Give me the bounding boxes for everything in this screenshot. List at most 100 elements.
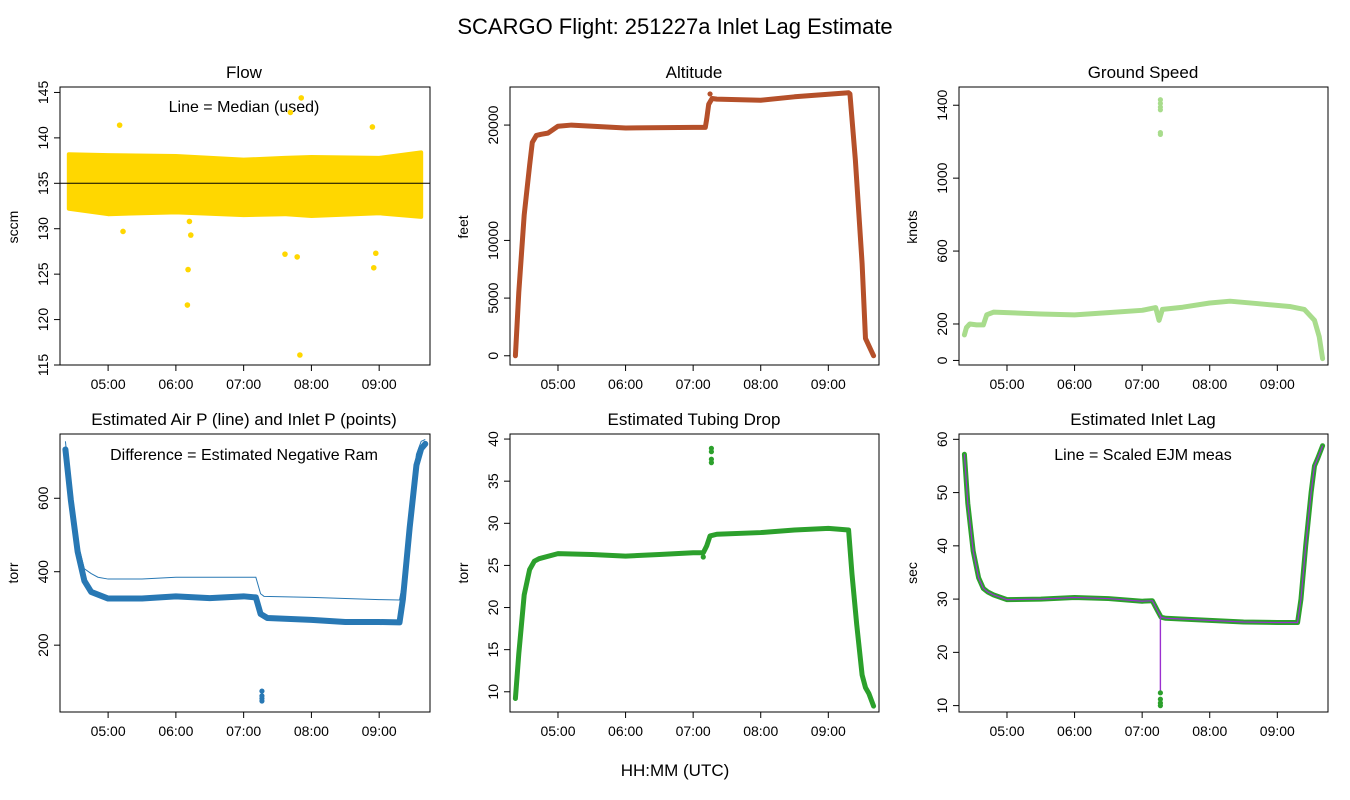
x-tick-label: 08:00	[743, 376, 778, 392]
plot-frame	[59, 433, 431, 713]
inlet-pressure-points	[62, 440, 429, 626]
x-tick-label: 08:00	[294, 376, 329, 392]
plot-frame	[509, 433, 880, 713]
x-tick-label: 07:00	[226, 723, 261, 739]
data-point	[1157, 696, 1163, 702]
y-tick-label: 5000	[485, 282, 501, 313]
outlier-point	[294, 254, 300, 260]
data-point	[1157, 703, 1163, 709]
plot-area: 05:00 06:00 07:00 08:00 09:00 10 15 20 25 30 35 40	[485, 431, 880, 739]
panel-tubing: Estimated Tubing Drop torr 05:00 06:00 07:…	[455, 410, 880, 739]
y-tick-label: 20000	[485, 105, 501, 144]
outlier-point	[184, 302, 191, 308]
panel-title: Ground Speed	[1088, 63, 1199, 82]
data-point	[708, 449, 714, 455]
outlier-point	[187, 232, 194, 238]
y-tick-label: 25	[485, 557, 501, 573]
x-tick-label: 08:00	[1192, 723, 1227, 739]
x-tick-label: 08:00	[1192, 376, 1227, 392]
outlier-point	[297, 352, 303, 358]
panel-groundspeed: Ground Speed knots 05:00 06:00 07:00 08:00 0…	[904, 63, 1329, 392]
data-point	[1157, 690, 1163, 696]
x-tick-label: 09:00	[811, 376, 846, 392]
x-tick-label: 09:00	[362, 723, 397, 739]
x-tick-label: 05:00	[91, 376, 126, 392]
x-tick-label: 09:00	[362, 376, 397, 392]
x-tick-label: 08:00	[294, 723, 329, 739]
y-tick-label: 1000	[934, 162, 950, 193]
panel-title: Altitude	[666, 63, 723, 82]
y-tick-label: 60	[934, 431, 950, 447]
panel-annotation: Line = Median (used)	[169, 99, 320, 116]
y-tick-label: 50	[934, 485, 950, 501]
data-point	[707, 91, 713, 97]
y-axis-label: sccm	[5, 211, 21, 244]
data-point	[708, 460, 714, 466]
x-tick-label: 06:00	[608, 723, 643, 739]
x-tick-label: 05:00	[989, 723, 1024, 739]
data-point	[259, 698, 265, 704]
y-tick-label: 0	[934, 356, 950, 364]
outlier-point	[370, 264, 377, 271]
data-point	[259, 688, 265, 694]
y-tick-label: 10000	[485, 221, 501, 260]
panel-flow: Flow sccm Line = Median (used) 05:00 06:0…	[5, 63, 431, 392]
data-point	[1157, 97, 1163, 103]
y-axis-label: torr	[455, 562, 471, 583]
outlier-point	[287, 109, 294, 116]
data-series	[512, 525, 877, 709]
plot-area: 05:00 06:00 07:00 08:00 09:00 0 5000 10000 20000	[485, 86, 880, 392]
x-tick-label: 09:00	[1260, 723, 1295, 739]
y-tick-label: 1400	[934, 89, 950, 120]
y-tick-label: 120	[35, 308, 51, 332]
outlier-point	[186, 218, 193, 225]
figure-xlabel: HH:MM (UTC)	[621, 761, 730, 780]
y-tick-label: 0	[485, 352, 501, 360]
outlier-point	[298, 95, 305, 101]
data-series	[512, 90, 877, 359]
outlier-point	[120, 228, 126, 235]
y-tick-label: 20	[934, 644, 950, 660]
y-tick-label: 10	[485, 684, 501, 700]
x-tick-label: 05:00	[91, 723, 126, 739]
plot-frame	[958, 433, 1329, 713]
flow-scatter-band	[66, 150, 424, 219]
y-tick-label: 200	[934, 312, 950, 336]
y-tick-label: 135	[35, 171, 51, 195]
y-axis-label: feet	[455, 215, 471, 238]
panel-altitude: Altitude feet 05:00 06:00 07:00 08:00 09:000…	[455, 63, 880, 392]
plot-frame	[958, 86, 1329, 366]
outlier-point	[116, 122, 123, 128]
x-tick-label: 07:00	[676, 376, 711, 392]
y-tick-label: 140	[35, 126, 51, 150]
plot-area: 05:00 06:00 07:00 08:00 09:00 10 20 30 40 50 60	[934, 431, 1329, 739]
data-point	[700, 554, 706, 560]
x-tick-label: 06:00	[158, 723, 193, 739]
y-tick-label: 145	[35, 81, 51, 105]
x-tick-label: 07:00	[226, 376, 261, 392]
x-tick-label: 06:00	[158, 376, 193, 392]
outlier-point	[369, 124, 376, 130]
data-series	[961, 298, 1326, 362]
plot-area: 05:00 06:00 07:00 08:00 09:00 200 400 600	[35, 433, 431, 739]
y-tick-label: 130	[35, 217, 51, 241]
panel-title: Estimated Air P (line) and Inlet P (poin…	[91, 410, 397, 429]
outlier-point	[185, 266, 191, 273]
x-tick-label: 06:00	[608, 376, 643, 392]
y-axis-label: knots	[904, 210, 920, 243]
x-tick-label: 06:00	[1057, 723, 1092, 739]
x-tick-label: 06:00	[1057, 376, 1092, 392]
panel-title: Estimated Tubing Drop	[608, 410, 781, 429]
y-tick-label: 400	[35, 560, 51, 584]
y-tick-label: 125	[35, 262, 51, 286]
data-point	[1157, 100, 1163, 107]
panel-pressure: Estimated Air P (line) and Inlet P (poin…	[5, 410, 431, 739]
y-axis-label: torr	[5, 562, 21, 583]
x-tick-label: 09:00	[1260, 376, 1295, 392]
outlier-point	[372, 250, 379, 257]
plot-frame	[509, 86, 880, 366]
data-point	[1157, 131, 1163, 137]
panel-annotation: Difference = Estimated Negative Ram	[110, 447, 378, 464]
data-series	[961, 443, 1326, 626]
data-point	[1157, 107, 1163, 113]
